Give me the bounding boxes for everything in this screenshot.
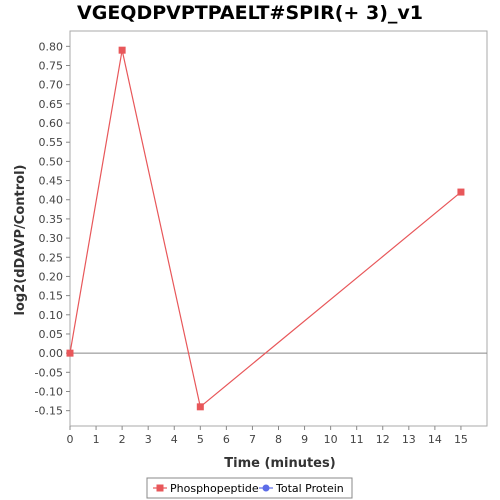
x-tick-label: 9	[301, 433, 308, 446]
y-tick-label: 0.60	[39, 117, 64, 130]
y-tick-label: 0.25	[39, 251, 64, 264]
x-tick-label: 0	[67, 433, 74, 446]
y-tick-label: 0.55	[39, 136, 64, 149]
y-tick-label: -0.05	[35, 366, 63, 379]
x-tick-label: 14	[428, 433, 442, 446]
plot-frame	[69, 30, 488, 427]
y-tick-label: 0.70	[39, 79, 64, 92]
y-tick-label: 0.15	[39, 290, 64, 303]
x-tick-label: 15	[454, 433, 468, 446]
data-point	[66, 349, 74, 357]
data-point	[118, 46, 126, 54]
x-tick-label: 7	[249, 433, 256, 446]
data-point	[196, 403, 204, 411]
y-tick-label: 0.45	[39, 175, 64, 188]
legend-marker	[156, 484, 164, 492]
legend: Phosphopeptide Total Protein	[146, 477, 353, 499]
y-tick-label: 0.35	[39, 213, 64, 226]
y-tick-label: 0.80	[39, 40, 64, 53]
x-axis-title: Time (minutes)	[224, 456, 335, 471]
y-axis-title: log2(dDAVP/Control)	[13, 165, 28, 316]
x-tick-label: 5	[197, 433, 204, 446]
x-tick-label: 10	[324, 433, 338, 446]
series-line-phosphopeptide	[69, 50, 462, 408]
y-tick-label: 0.00	[39, 347, 64, 360]
x-tick-label: 3	[145, 433, 152, 446]
x-tick-label: 11	[350, 433, 364, 446]
x-tick-label: 13	[402, 433, 416, 446]
x-tick-label: 12	[376, 433, 390, 446]
data-point	[457, 188, 465, 196]
y-tick-label: 0.05	[39, 328, 64, 341]
plot-area: -0.15 -0.10 -0.05 0.00 0.05 0.10 0.15 0.20 0.25 0…	[35, 30, 488, 446]
x-tick-label: 1	[93, 433, 100, 446]
y-tick-label: 0.40	[39, 194, 64, 207]
y-tick-label: 0.65	[39, 98, 64, 111]
y-tick-label: 0.20	[39, 270, 64, 283]
y-tick-label: 0.75	[39, 60, 64, 73]
legend-label: Total Protein	[275, 482, 344, 495]
y-tick-label: -0.10	[35, 385, 63, 398]
legend-label: Phosphopeptide	[170, 482, 259, 495]
legend-box	[146, 477, 353, 499]
chart-title: VGEQDPVPTPAELT#SPIR(+ 3)_v1	[77, 2, 423, 24]
x-tick-label: 8	[275, 433, 282, 446]
legend-marker	[262, 484, 270, 492]
y-tick-label: 0.30	[39, 232, 64, 245]
y-tick-label: 0.10	[39, 309, 64, 322]
y-tick-label: -0.15	[35, 405, 63, 418]
y-tick-label: 0.50	[39, 155, 64, 168]
x-tick-label: 6	[223, 433, 230, 446]
x-tick-label: 2	[119, 433, 126, 446]
x-tick-label: 4	[171, 433, 178, 446]
